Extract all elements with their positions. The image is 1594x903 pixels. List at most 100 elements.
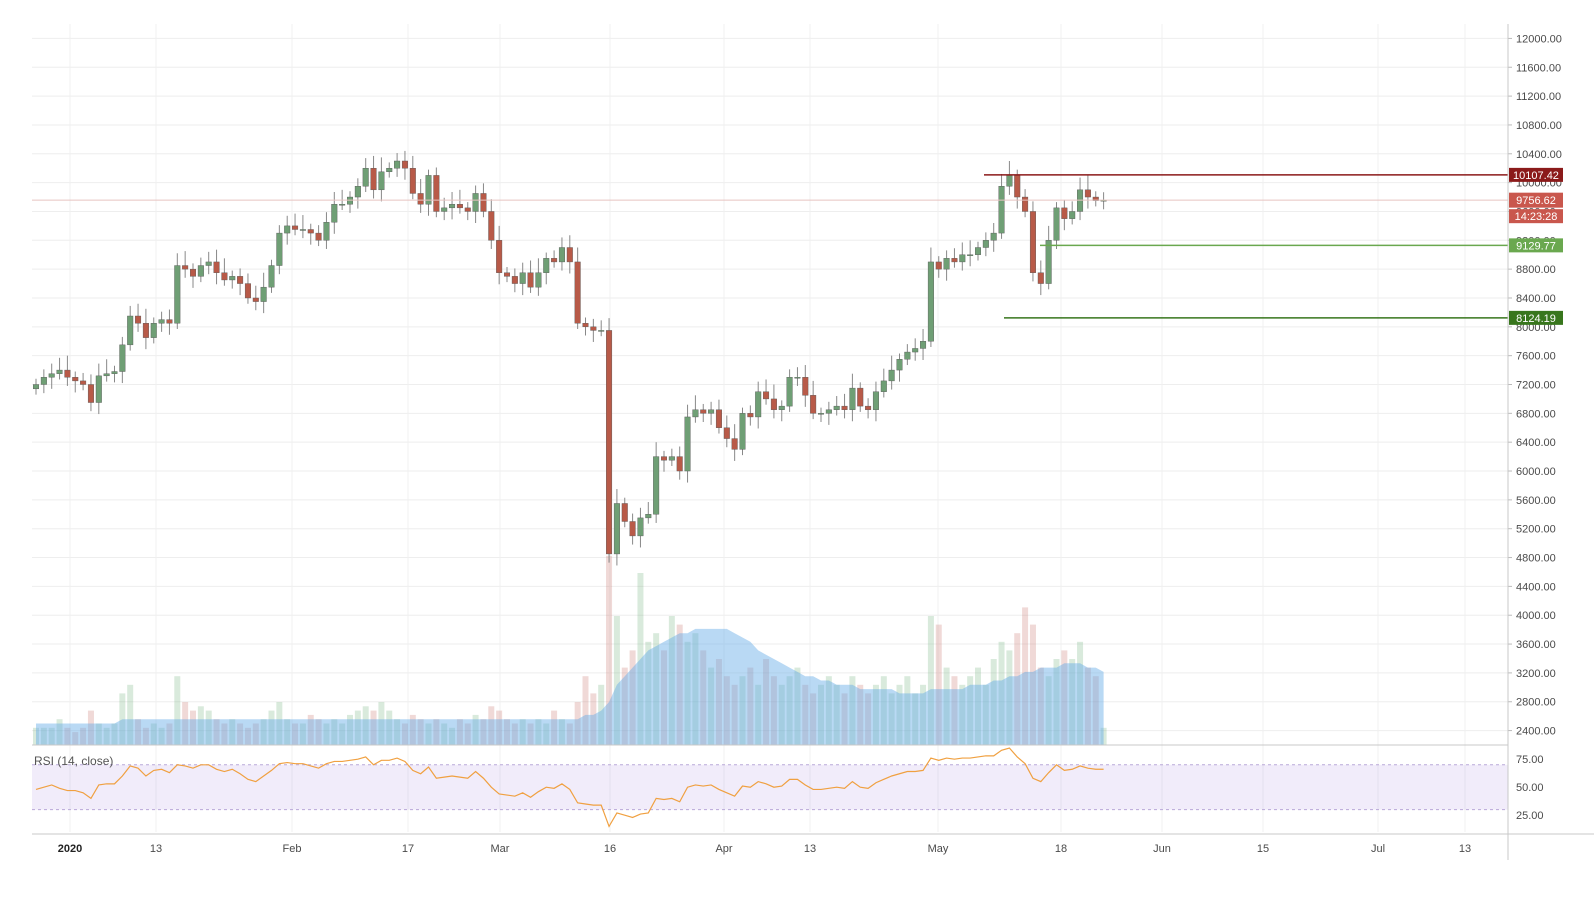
candle-body [1084, 189, 1091, 198]
volume-bar [912, 693, 919, 745]
volume-bar [715, 659, 722, 745]
volume-bar [213, 719, 220, 745]
volume-bar [1077, 641, 1084, 745]
volume-bar [975, 667, 981, 745]
price-tick-label: 2400.00 [1516, 726, 1556, 738]
time-tick-label: Apr [715, 843, 732, 855]
candle-body [543, 258, 550, 273]
price-tick-label: 7200.00 [1516, 380, 1556, 392]
candle-body [401, 160, 408, 169]
volume-bar [1029, 624, 1036, 745]
volume-bar [661, 650, 667, 745]
candle-body [496, 240, 503, 273]
candle-body [480, 193, 487, 212]
candle-body [417, 193, 424, 205]
candle-body [229, 276, 236, 281]
volume-bar [778, 684, 785, 745]
candle-body [237, 276, 244, 284]
candle-body [213, 261, 220, 273]
volume-bar [449, 727, 456, 745]
price-tag-resistance [1509, 167, 1563, 182]
volume-bar [770, 676, 777, 745]
volume-bar [511, 723, 518, 745]
candles [33, 150, 1107, 566]
volume-bar [401, 723, 408, 745]
candle-body [315, 232, 322, 241]
candle-body [284, 225, 291, 234]
volume-bar [370, 710, 377, 745]
volume-bar [818, 684, 824, 745]
volume-bar [825, 676, 832, 745]
candle-body [260, 286, 267, 302]
candle-body [323, 222, 330, 241]
volume-bar [535, 719, 542, 745]
volume-bar [268, 710, 275, 745]
candle-body [849, 387, 856, 410]
candle-body [488, 211, 495, 241]
volume-bar [425, 723, 432, 745]
candle-body [252, 297, 259, 302]
price-tick-label: 5600.00 [1516, 495, 1556, 507]
volume-bar [197, 706, 204, 745]
price-tick-label: 4000.00 [1516, 610, 1556, 622]
volume-bar [967, 676, 974, 745]
volume-bar [990, 659, 997, 745]
volume-bar [653, 633, 660, 745]
volume-bar [786, 676, 793, 745]
candle-body [723, 427, 730, 439]
price-tick-label: 10800.00 [1516, 120, 1562, 132]
candle-body [331, 204, 338, 223]
candle-body [166, 319, 173, 324]
candle-body [111, 371, 118, 374]
candle-body [354, 186, 361, 198]
volume-bar [496, 710, 503, 745]
candle-body [464, 207, 471, 212]
volume-bar [48, 727, 55, 745]
volume-bar [441, 723, 448, 745]
volume-bar [1037, 667, 1044, 745]
candle-body [582, 323, 589, 328]
candle-body [865, 405, 872, 410]
candle-body [621, 503, 628, 522]
candle-body [1061, 207, 1068, 219]
volume-pane [33, 555, 1107, 745]
candle-body [307, 229, 314, 234]
volume-bar [959, 684, 966, 745]
volume-bar [621, 667, 628, 745]
candle-body [299, 229, 306, 231]
candle-body [794, 377, 801, 379]
candle-body [755, 391, 762, 418]
volume-bar [872, 684, 879, 745]
price-tick-label: 3600.00 [1516, 639, 1556, 651]
volume-bar [315, 719, 322, 745]
volume-bar [684, 641, 691, 745]
candle-body [598, 330, 605, 332]
candle-body [182, 265, 189, 270]
price-tag-support [1509, 310, 1563, 325]
countdown-tag [1509, 209, 1563, 224]
volume-bar [1045, 676, 1052, 745]
candle-body [629, 521, 636, 537]
time-tick-label: 17 [402, 843, 414, 855]
volume-bar [865, 693, 872, 745]
price-tag-label: 9756.62 [1516, 195, 1556, 207]
candle-body [292, 225, 299, 230]
candle-body [197, 265, 204, 277]
price-tags: 10107.42 9756.62 14:23:28 9129.77 8124.19 [1509, 167, 1563, 325]
volume-bar [221, 723, 228, 745]
volume-bar [488, 706, 495, 745]
volume-bar [292, 723, 299, 745]
candle-body [221, 272, 228, 281]
volume-bar [135, 719, 142, 745]
level-lines [32, 174, 1508, 319]
volume-bar [142, 727, 149, 745]
time-tick-label: 2020 [58, 843, 82, 855]
volume-bar [747, 667, 754, 745]
volume-bar [1053, 659, 1060, 745]
volume-bar [802, 684, 809, 745]
price-tick-label: 2800.00 [1516, 697, 1556, 709]
candle-body [975, 247, 982, 255]
volume-bar [1092, 676, 1099, 745]
